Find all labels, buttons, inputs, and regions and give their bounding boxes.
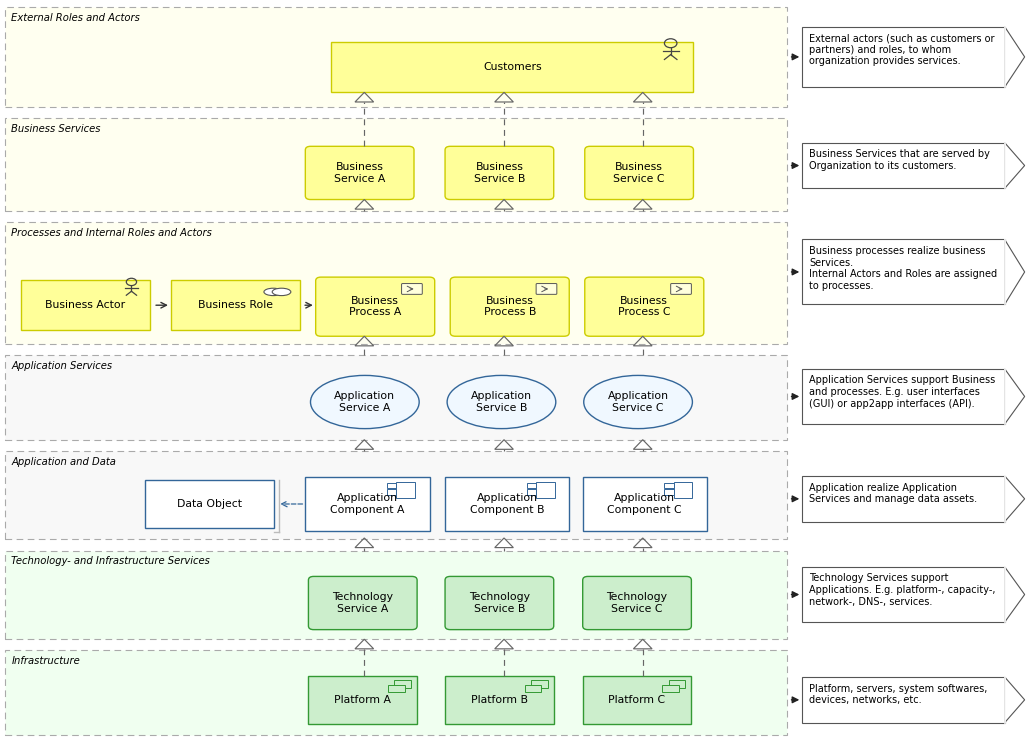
Text: Business Actor: Business Actor bbox=[46, 300, 125, 310]
FancyBboxPatch shape bbox=[585, 277, 704, 336]
Text: Business
Process B: Business Process B bbox=[483, 296, 536, 318]
Text: Data Object: Data Object bbox=[177, 500, 242, 509]
Text: Business processes realize business
Services.
Internal Actors and Roles are assi: Business processes realize business Serv… bbox=[809, 246, 998, 291]
Text: Business
Service B: Business Service B bbox=[474, 162, 525, 184]
FancyBboxPatch shape bbox=[662, 685, 679, 692]
FancyBboxPatch shape bbox=[305, 146, 414, 200]
Ellipse shape bbox=[310, 375, 419, 429]
FancyBboxPatch shape bbox=[445, 477, 569, 531]
Text: Technology
Service C: Technology Service C bbox=[607, 592, 668, 614]
Ellipse shape bbox=[447, 375, 556, 429]
FancyBboxPatch shape bbox=[316, 277, 435, 336]
FancyBboxPatch shape bbox=[5, 222, 787, 344]
FancyBboxPatch shape bbox=[585, 146, 693, 200]
FancyBboxPatch shape bbox=[674, 482, 692, 498]
Polygon shape bbox=[1005, 239, 1025, 304]
Text: Application
Component A: Application Component A bbox=[330, 493, 405, 515]
Text: Application
Service A: Application Service A bbox=[334, 391, 395, 413]
FancyBboxPatch shape bbox=[802, 143, 1005, 188]
Text: Customers: Customers bbox=[483, 62, 541, 72]
FancyBboxPatch shape bbox=[5, 118, 787, 211]
FancyBboxPatch shape bbox=[5, 355, 787, 440]
FancyBboxPatch shape bbox=[5, 7, 787, 107]
Text: Application and Data: Application and Data bbox=[11, 457, 116, 467]
Text: Business
Service A: Business Service A bbox=[334, 162, 385, 184]
FancyBboxPatch shape bbox=[802, 239, 1005, 304]
FancyBboxPatch shape bbox=[21, 280, 150, 330]
FancyBboxPatch shape bbox=[536, 284, 557, 294]
Text: Application
Service C: Application Service C bbox=[608, 391, 669, 413]
Text: Platform B: Platform B bbox=[471, 695, 528, 705]
Text: Platform C: Platform C bbox=[609, 695, 666, 705]
Polygon shape bbox=[1005, 567, 1025, 622]
Polygon shape bbox=[1005, 677, 1025, 723]
FancyBboxPatch shape bbox=[445, 576, 554, 630]
FancyBboxPatch shape bbox=[5, 451, 787, 539]
FancyBboxPatch shape bbox=[171, 280, 300, 330]
FancyBboxPatch shape bbox=[583, 576, 691, 630]
FancyBboxPatch shape bbox=[396, 482, 415, 498]
FancyBboxPatch shape bbox=[802, 677, 1005, 723]
FancyBboxPatch shape bbox=[527, 483, 536, 488]
FancyBboxPatch shape bbox=[802, 567, 1005, 622]
FancyBboxPatch shape bbox=[5, 650, 787, 735]
Polygon shape bbox=[1005, 27, 1025, 87]
Text: Business
Process C: Business Process C bbox=[618, 296, 671, 318]
Text: Platform, servers, system softwares,
devices, networks, etc.: Platform, servers, system softwares, dev… bbox=[809, 684, 987, 705]
FancyBboxPatch shape bbox=[669, 681, 685, 688]
FancyBboxPatch shape bbox=[402, 284, 422, 294]
FancyBboxPatch shape bbox=[802, 27, 1005, 87]
Text: Business Services that are served by
Organization to its customers.: Business Services that are served by Org… bbox=[809, 149, 990, 171]
FancyBboxPatch shape bbox=[536, 482, 555, 498]
Ellipse shape bbox=[264, 288, 283, 296]
FancyBboxPatch shape bbox=[305, 477, 430, 531]
FancyBboxPatch shape bbox=[331, 42, 693, 92]
FancyBboxPatch shape bbox=[387, 483, 396, 488]
FancyBboxPatch shape bbox=[671, 284, 691, 294]
FancyBboxPatch shape bbox=[308, 576, 417, 630]
FancyBboxPatch shape bbox=[802, 476, 1005, 522]
FancyBboxPatch shape bbox=[664, 483, 674, 488]
Polygon shape bbox=[1005, 143, 1025, 188]
Text: Application
Component B: Application Component B bbox=[470, 493, 544, 515]
Text: External actors (such as customers or
partners) and roles, to whom
organization : External actors (such as customers or pa… bbox=[809, 33, 995, 67]
FancyBboxPatch shape bbox=[145, 480, 274, 528]
Text: Application Services support Business
and processes. E.g. user interfaces
(GUI) : Application Services support Business an… bbox=[809, 375, 996, 409]
FancyBboxPatch shape bbox=[445, 146, 554, 200]
Text: Application
Component C: Application Component C bbox=[608, 493, 682, 515]
Text: Application
Service B: Application Service B bbox=[471, 391, 532, 413]
FancyBboxPatch shape bbox=[308, 676, 417, 724]
Text: Processes and Internal Roles and Actors: Processes and Internal Roles and Actors bbox=[11, 228, 212, 238]
FancyBboxPatch shape bbox=[525, 685, 541, 692]
Polygon shape bbox=[1005, 476, 1025, 522]
Text: Infrastructure: Infrastructure bbox=[11, 656, 80, 667]
Text: Technology
Service B: Technology Service B bbox=[469, 592, 530, 614]
FancyBboxPatch shape bbox=[527, 489, 536, 494]
FancyBboxPatch shape bbox=[387, 489, 396, 494]
FancyBboxPatch shape bbox=[445, 676, 554, 724]
Text: Application realize Application
Services and manage data assets.: Application realize Application Services… bbox=[809, 483, 977, 504]
Text: Technology
Service A: Technology Service A bbox=[332, 592, 393, 614]
Text: External Roles and Actors: External Roles and Actors bbox=[11, 13, 141, 24]
FancyBboxPatch shape bbox=[5, 551, 787, 639]
Text: Application Services: Application Services bbox=[11, 361, 113, 371]
FancyBboxPatch shape bbox=[450, 277, 569, 336]
FancyBboxPatch shape bbox=[394, 681, 411, 688]
FancyBboxPatch shape bbox=[583, 477, 707, 531]
Text: Business
Process A: Business Process A bbox=[349, 296, 402, 318]
Text: Technology- and Infrastructure Services: Technology- and Infrastructure Services bbox=[11, 556, 210, 567]
Text: Business Services: Business Services bbox=[11, 124, 100, 134]
FancyBboxPatch shape bbox=[583, 676, 691, 724]
Text: Technology Services support
Applications. E.g. platform-, capacity-,
network-, D: Technology Services support Applications… bbox=[809, 573, 996, 607]
Ellipse shape bbox=[584, 375, 692, 429]
Text: Business
Service C: Business Service C bbox=[614, 162, 664, 184]
Text: Business Role: Business Role bbox=[198, 300, 273, 310]
FancyBboxPatch shape bbox=[531, 681, 548, 688]
Polygon shape bbox=[1005, 369, 1025, 424]
FancyBboxPatch shape bbox=[802, 369, 1005, 424]
FancyBboxPatch shape bbox=[388, 685, 405, 692]
Ellipse shape bbox=[272, 288, 291, 296]
Text: Platform A: Platform A bbox=[334, 695, 391, 705]
FancyBboxPatch shape bbox=[664, 489, 674, 494]
